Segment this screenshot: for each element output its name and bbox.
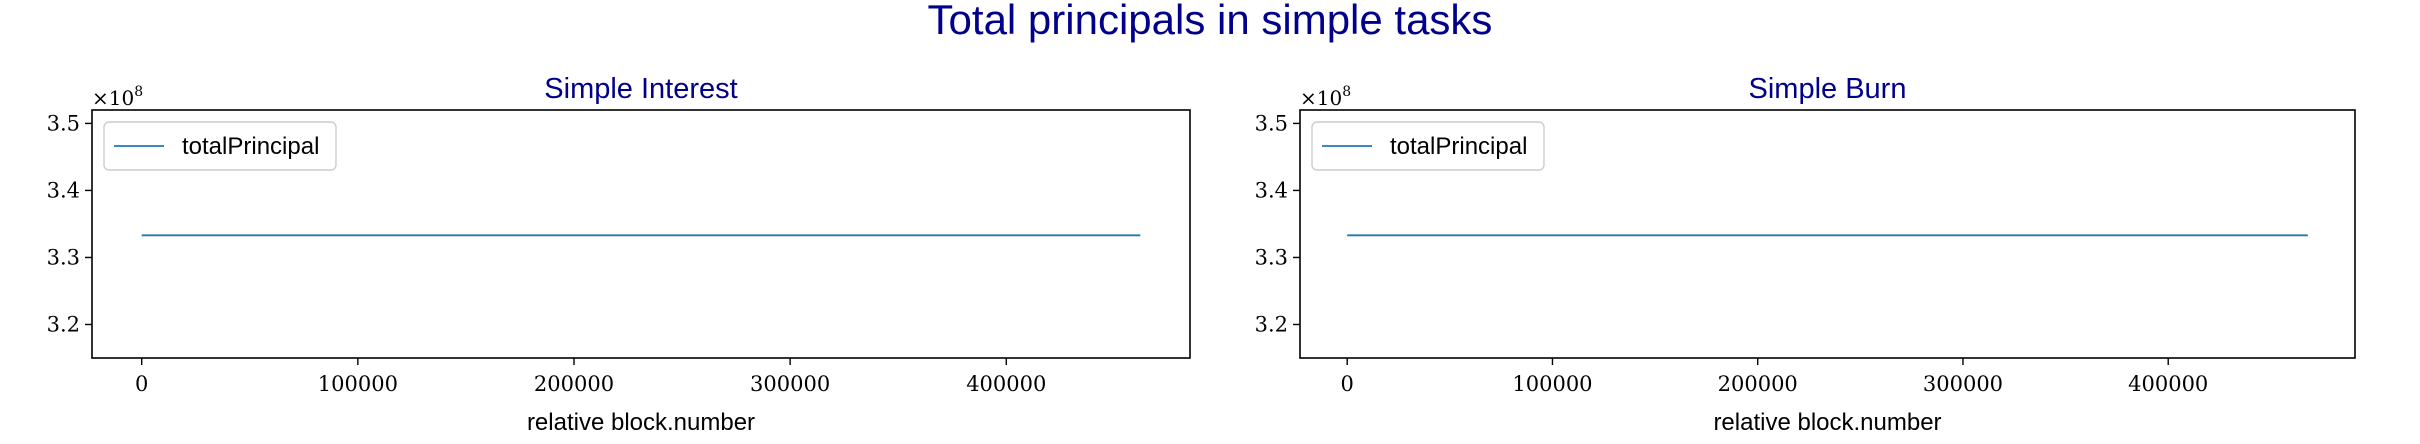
x-tick-label: 300000 [1923,372,2003,396]
x-tick-label: 200000 [1718,372,1798,396]
x-tick-label: 100000 [1512,372,1592,396]
legend-label: totalPrincipal [182,133,319,160]
y-tick-label: 3.3 [1255,245,1288,269]
y-offset-label: ×108 [1300,84,1351,110]
y-offset-base: ×10 [1300,86,1342,110]
subplot-simple-interest: Simple Interest 0 100000 200000 300000 400000… [47,73,1191,436]
y-tick-label: 3.2 [1255,312,1288,336]
y-tick-label: 3.5 [1255,111,1288,135]
x-axis-label: relative block.number [527,409,755,436]
axes-frame [91,109,1191,359]
y-tick-label: 3.5 [47,111,80,135]
y-tick-label: 3.4 [1255,178,1288,202]
x-tick-label: 400000 [2128,372,2208,396]
y-tick-label: 3.4 [47,178,80,202]
legend-label: totalPrincipal [1390,133,1527,160]
x-tick-label: 400000 [966,372,1046,396]
x-axis-label: relative block.number [1713,409,1941,436]
x-tick-label: 0 [135,372,148,396]
subplot-title: Simple Burn [1749,73,1907,105]
y-tick-label: 3.3 [47,245,80,269]
subplot-title: Simple Interest [544,73,737,105]
x-tick-label: 100000 [318,372,398,396]
figure-title: Total principals in simple tasks [928,0,1493,43]
axes-frame [1299,109,2356,359]
legend: totalPrincipal [103,121,337,171]
subplot-simple-burn: Simple Burn 0 100000 200000 300000 400000 3.2 3… [1255,73,2356,436]
y-tick-label: 3.2 [47,312,80,336]
x-tick-label: 300000 [750,372,830,396]
y-offset-exponent: 8 [134,84,143,100]
x-tick-label: 200000 [534,372,614,396]
legend-box [1311,121,1545,171]
legend-box [103,121,337,171]
y-offset-exponent: 8 [1342,84,1351,100]
y-offset-base: ×10 [92,86,134,110]
y-offset-label: ×108 [92,84,143,110]
x-tick-label: 0 [1341,372,1354,396]
legend: totalPrincipal [1311,121,1545,171]
